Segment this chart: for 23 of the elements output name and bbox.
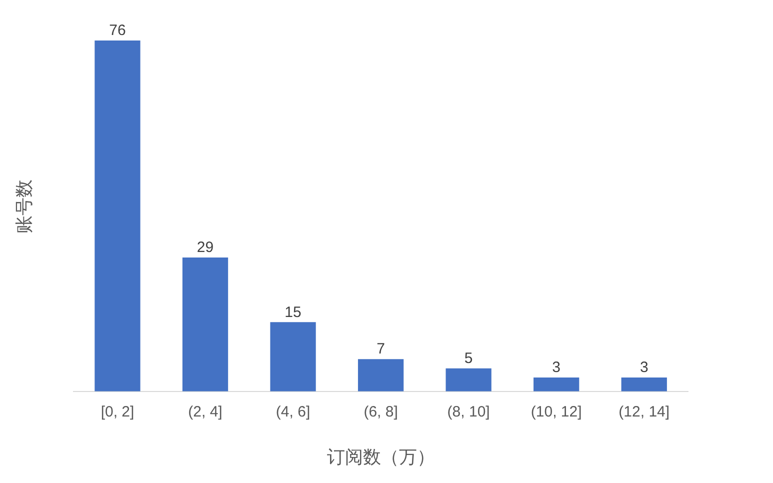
data-label: 29 (196, 239, 214, 256)
data-label: 7 (376, 340, 385, 358)
bar (182, 257, 228, 392)
x-tick-label: (10, 12] (530, 404, 582, 421)
data-label: 3 (640, 359, 648, 376)
y-axis-title: 账号数 (14, 180, 34, 234)
x-tick-label: (6, 8] (364, 404, 398, 421)
bar (621, 378, 667, 392)
data-label: 76 (109, 22, 126, 40)
data-label: 5 (464, 350, 473, 367)
bar (270, 322, 316, 392)
bar (534, 378, 580, 392)
bar (446, 368, 492, 392)
x-axis-title: 订阅数（万） (326, 447, 435, 468)
bar (358, 359, 404, 392)
x-tick-label: (4, 6] (276, 404, 310, 421)
x-tick-label: (8, 10] (447, 404, 490, 421)
x-tick-label: (12, 14] (618, 404, 670, 421)
x-tick-label: (2, 4] (188, 404, 222, 421)
data-label: 15 (284, 304, 302, 321)
x-tick-label: [0, 2] (100, 404, 134, 421)
bar (94, 40, 140, 392)
data-label: 3 (552, 359, 561, 376)
